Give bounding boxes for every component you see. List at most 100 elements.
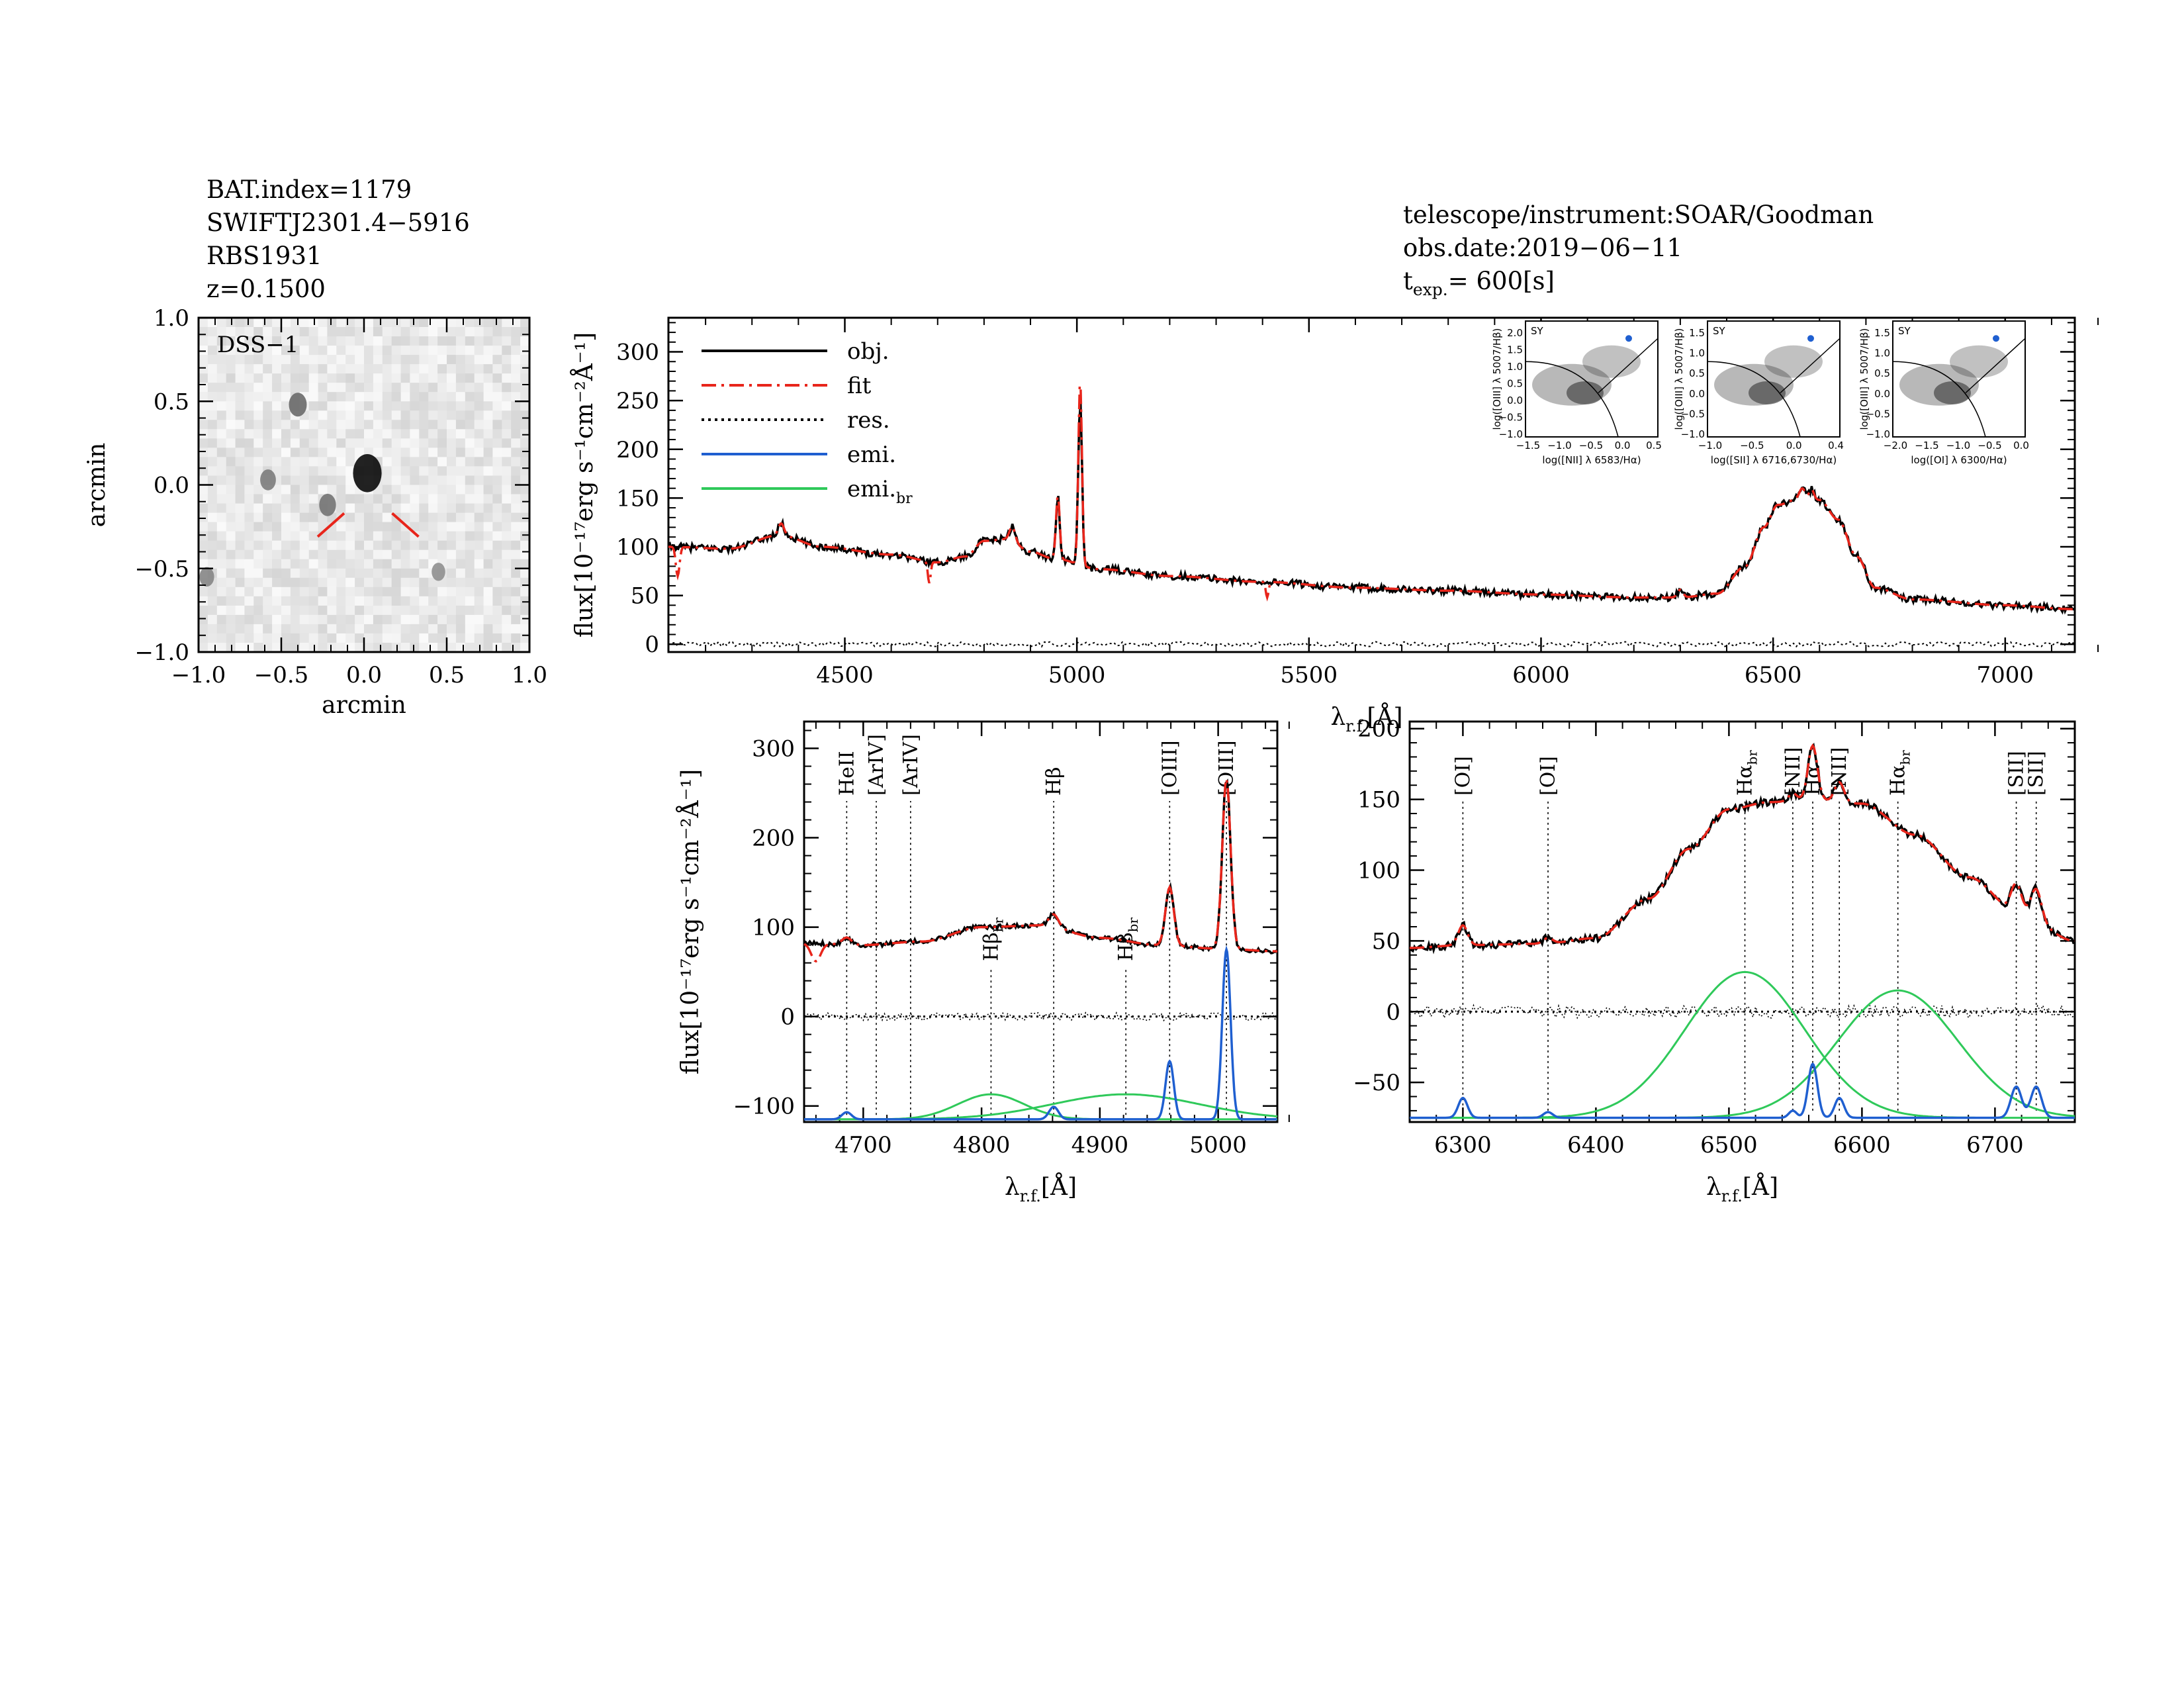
dss-pixel [281, 318, 291, 328]
bpt-xtick-label: −1.5 [1516, 440, 1540, 451]
dss-pixel [447, 586, 457, 597]
full-xtick-label: 5500 [1281, 662, 1338, 688]
dss-pixel [345, 373, 355, 383]
dss-pixel [345, 401, 355, 411]
dss-pixel [244, 346, 254, 355]
dss-pixel [327, 633, 337, 643]
ha-ytick-label: 100 [1357, 857, 1400, 884]
dss-pixel [308, 438, 319, 448]
dss-pixel [253, 540, 263, 551]
dss-pixel [226, 568, 236, 579]
dss-pixel [419, 531, 429, 541]
dss-pixel [474, 540, 484, 551]
dss-pixel [474, 643, 484, 653]
dss-pixel [465, 643, 475, 653]
dss-pixel [373, 577, 383, 588]
dss-pixel [207, 373, 218, 383]
dss-pixel [382, 512, 392, 523]
dss-pixel [455, 633, 466, 643]
dss-pixel [290, 364, 300, 374]
dss-pixel [465, 364, 475, 374]
dss-pixel [336, 346, 346, 355]
dss-pixel [253, 466, 263, 476]
dss-pixel [483, 568, 493, 579]
dss-ytick-label: 1.0 [154, 305, 189, 332]
dss-pixel [235, 410, 245, 420]
dss-pixel [520, 586, 530, 597]
dss-pixel [299, 447, 310, 457]
dss-pixel [410, 438, 420, 448]
dss-pixel [299, 494, 310, 504]
bpt-ytick-label: 1.0 [1874, 348, 1890, 359]
dss-pixel [474, 364, 484, 374]
dss-pixel [290, 531, 300, 541]
dss-pixel [428, 522, 438, 532]
dss-pixel [281, 494, 291, 504]
ha-xlabel: λr.f.[Å] [1706, 1173, 1778, 1205]
dss-pixel [373, 605, 383, 616]
dss-pixel [483, 485, 493, 494]
dss-pixel [400, 596, 410, 606]
dss-pixel [235, 364, 245, 374]
dss-pixel [437, 410, 447, 420]
dss-pixel [502, 336, 512, 346]
dss-pixel [345, 383, 355, 393]
dss-pixel [207, 420, 218, 430]
dss-pixel [199, 447, 208, 457]
dss-pixel [281, 624, 291, 634]
bpt-ytick-label: 0.0 [1689, 388, 1705, 400]
full-ytick-label: 50 [631, 583, 659, 610]
dss-pixel [520, 355, 530, 365]
dss-pixel [364, 605, 374, 616]
dss-pixel [253, 438, 263, 448]
dss-pixel [308, 577, 319, 588]
dss-pixel [253, 559, 263, 569]
dss-pixel [199, 522, 208, 532]
dss-pixel [455, 485, 466, 494]
dss-pixel [244, 336, 254, 346]
dss-pixel [345, 577, 355, 588]
dss-pixel [207, 624, 218, 634]
dss-pixel [465, 624, 475, 634]
dss-pixel [263, 596, 273, 606]
dss-pixel [355, 494, 365, 504]
dss-pixel [474, 447, 484, 457]
dss-pixel [318, 577, 328, 588]
dss-pixel [382, 494, 392, 504]
dss-pixel [502, 586, 512, 597]
dss-pixel [327, 447, 337, 457]
dss-pixel [382, 383, 392, 393]
dss-pixel [327, 438, 337, 448]
dss-pixel [428, 447, 438, 457]
dss-pixel [199, 605, 208, 616]
dss-pixel [437, 318, 447, 328]
dss-pixel [465, 559, 475, 569]
hb-xtick-label: 4900 [1071, 1132, 1129, 1158]
dss-pixel [345, 540, 355, 551]
dss-pixel [272, 447, 282, 457]
dss-pixel [235, 503, 245, 514]
dss-pixel [410, 410, 420, 420]
dss-pixel [364, 327, 374, 337]
dss-pixel [207, 494, 218, 504]
dss-pixel [235, 643, 245, 653]
dss-pixel [428, 364, 438, 374]
dss-pixel [216, 447, 227, 457]
dss-pixel [299, 503, 310, 514]
dss-pixel [382, 540, 392, 551]
dss-pixel [199, 373, 208, 383]
dss-pixel [226, 318, 236, 328]
ha-xtick-label: 6600 [1833, 1132, 1891, 1158]
dss-pixel [455, 559, 466, 569]
dss-pixel [226, 475, 236, 485]
dss-pixel [281, 466, 291, 476]
dss-pixel [382, 438, 392, 448]
dss-pixel [263, 346, 273, 355]
dss-pixel [419, 494, 429, 504]
dss-pixel [207, 605, 218, 616]
dss-pixel [199, 586, 208, 597]
dss-pixel [419, 364, 429, 374]
dss-pixel [207, 457, 218, 467]
dss-pixel [345, 364, 355, 374]
dss-pixel [474, 494, 484, 504]
